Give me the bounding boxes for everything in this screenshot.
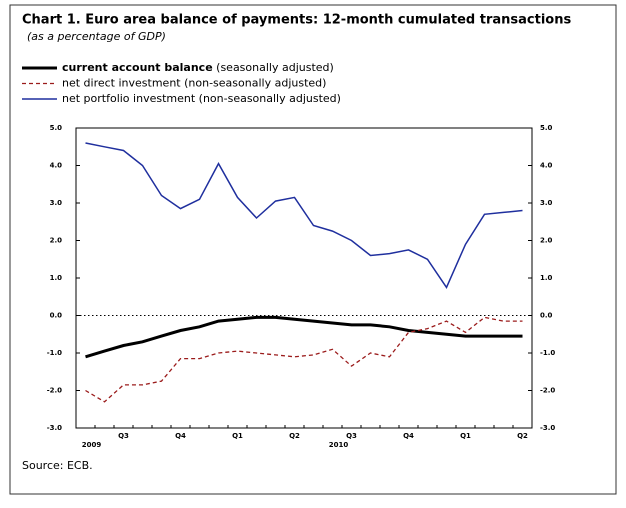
y-tick-label: -2.0 (47, 387, 62, 395)
y-tick-label: -3.0 (47, 424, 62, 432)
frame (9, 4, 617, 495)
series-line (85, 315, 523, 359)
legend-name: current account balance (62, 61, 213, 74)
chart-title: Chart 1. Euro area balance of payments: … (22, 13, 571, 28)
y-tick-label: -1.0 (47, 349, 62, 357)
x-tick-label: Q1 (232, 432, 243, 440)
y2-tick-label: -1.0 (540, 349, 555, 357)
y-tick-label: 4.0 (50, 162, 63, 170)
y2-tick-label: -2.0 (540, 387, 555, 395)
legend-qualifier: (non-seasonally adjusted) (199, 92, 341, 105)
x-tick-label: Q4 (403, 432, 414, 440)
y-tick-label: 5.0 (50, 124, 63, 132)
y2-tick-label: 1.0 (540, 274, 553, 282)
y-tick-label: 2.0 (50, 237, 63, 245)
x-year-label: 2010 (329, 441, 349, 449)
legend-entry: net direct investment (non-seasonally ad… (62, 77, 326, 90)
y2-tick-label: 5.0 (540, 124, 553, 132)
y-tick-label: 0.0 (50, 312, 63, 320)
x-tick-label: Q4 (175, 432, 186, 440)
x-year-label: 2009 (82, 441, 102, 449)
legend-qualifier: (non-seasonally adjusted) (184, 77, 326, 90)
legend-qualifier: (seasonally adjusted) (216, 61, 334, 74)
series-line (85, 316, 523, 403)
y2-tick-label: -3.0 (540, 424, 555, 432)
x-tick-label: Q1 (460, 432, 471, 440)
y2-tick-label: 3.0 (540, 199, 553, 207)
series-line (85, 142, 523, 289)
y-tick-label: 3.0 (50, 199, 63, 207)
legend-name: net direct investment (62, 77, 181, 90)
legend-name: net portfolio investment (62, 92, 196, 105)
source: Source: ECB. (22, 459, 93, 472)
x-tick-label: Q3 (118, 432, 129, 440)
y2-tick-label: 4.0 (540, 162, 553, 170)
y2-tick-label: 0.0 (540, 312, 553, 320)
y-tick-label: 1.0 (50, 274, 63, 282)
chart-subtitle: (as a percentage of GDP) (27, 30, 166, 43)
x-tick-label: Q3 (346, 432, 357, 440)
x-tick-label: Q2 (289, 432, 300, 440)
legend-entry: current account balance (seasonally adju… (62, 61, 334, 74)
legend-entry: net portfolio investment (non-seasonally… (62, 92, 341, 105)
y2-tick-label: 2.0 (540, 237, 553, 245)
x-tick-label: Q2 (517, 432, 528, 440)
plot-area (75, 127, 533, 429)
